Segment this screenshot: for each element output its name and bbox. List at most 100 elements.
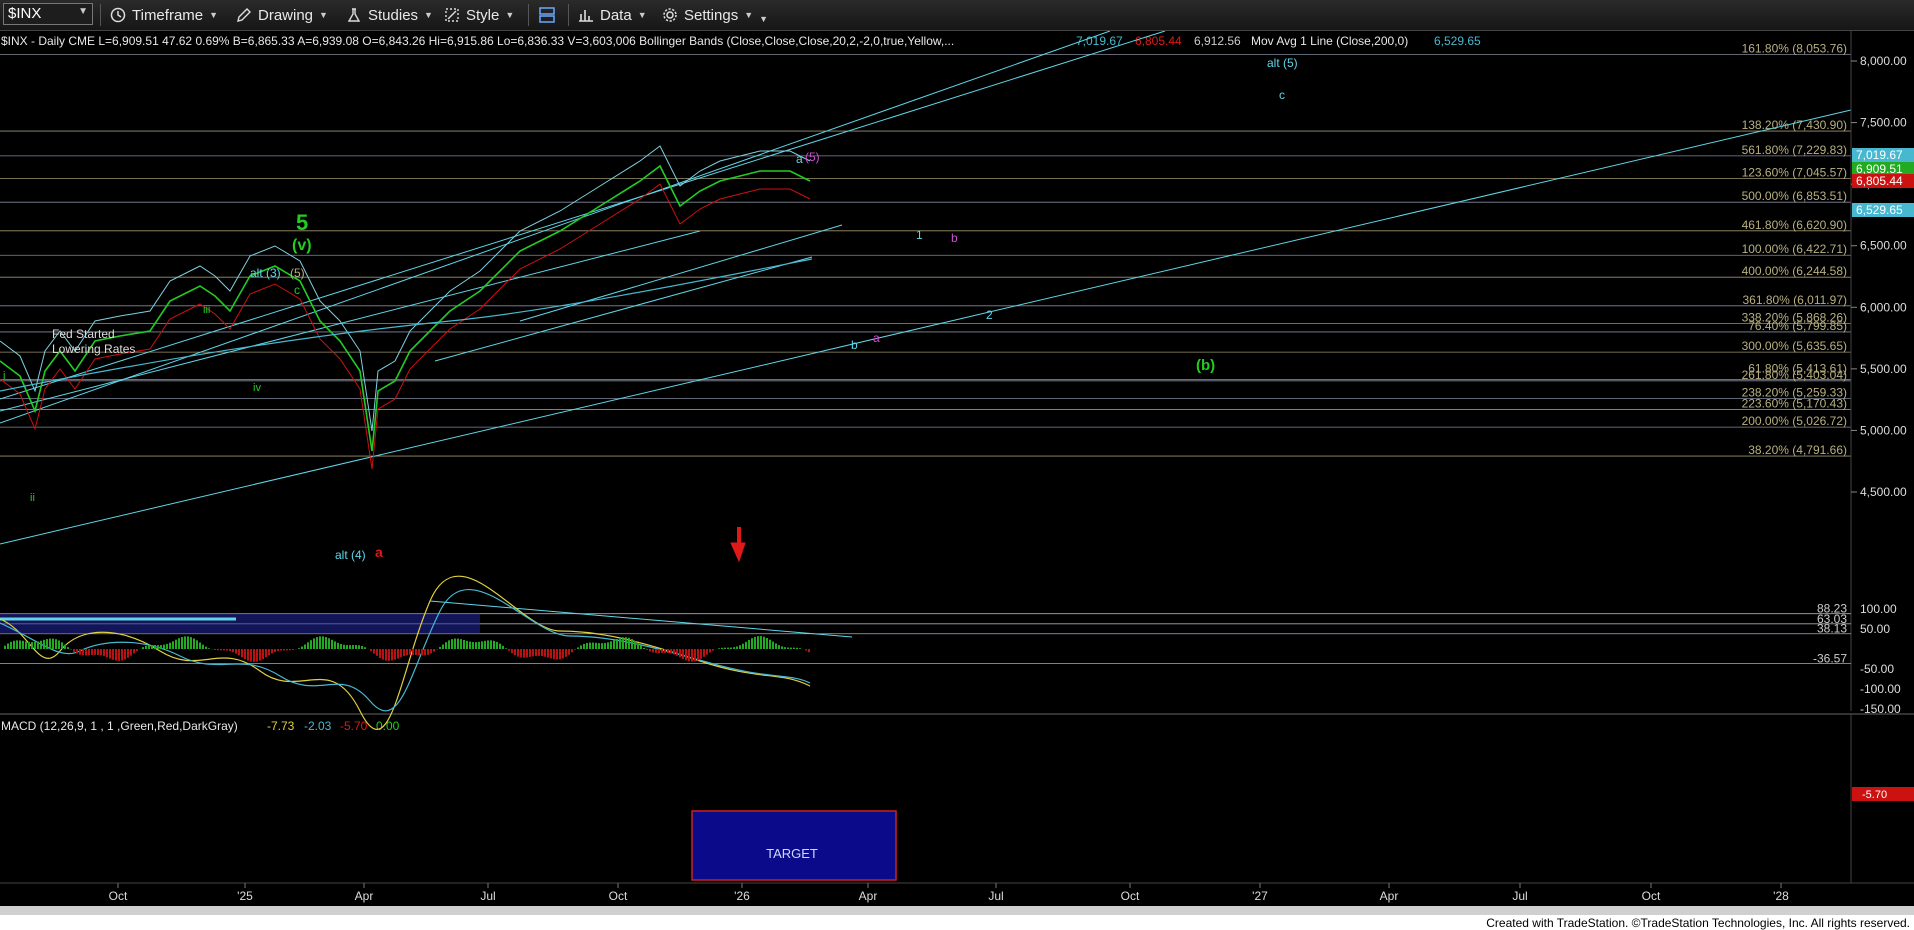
macd-histogram-bar	[724, 647, 726, 649]
macd-histogram-bar	[58, 640, 60, 649]
symbol-input[interactable]: $INX ▼	[3, 3, 93, 25]
macd-histogram-bar	[694, 649, 696, 662]
macd-histogram-bar	[151, 644, 153, 649]
macd-value: -7.73	[267, 719, 295, 733]
macd-histogram-bar	[346, 645, 348, 649]
timeframe-label: Timeframe	[132, 6, 204, 24]
fib-level: 76.40% (5,799.85)	[0, 319, 1851, 333]
moving-average-200	[0, 258, 813, 392]
fib-level: 138.20% (7,430.90)	[0, 118, 1851, 132]
macd-pane[interactable]: MACD (12,26,9, 1 , 1 ,Green,Red,DarkGray…	[0, 575, 1914, 883]
down-arrow-icon	[730, 527, 746, 563]
macd-histogram-bar	[172, 641, 174, 649]
macd-line	[0, 575, 811, 730]
macd-histogram-bar	[193, 638, 195, 649]
macd-histogram-bar	[106, 649, 108, 658]
macd-histogram-bar	[574, 649, 576, 650]
macd-histogram-bar	[535, 649, 537, 656]
macd-histogram-bar	[283, 649, 285, 651]
macd-trend-line	[429, 600, 853, 638]
settings-menu[interactable]: Settings ▼ ▼	[662, 5, 768, 25]
chart-area[interactable]: $INX - Daily CME L=6,909.51 47.62 0.69% …	[0, 31, 1914, 906]
macd-histogram-bar	[541, 649, 543, 657]
fib-level: 38.20% (4,791.66)	[0, 443, 1851, 457]
macd-histogram-bar	[70, 649, 72, 650]
macd-histogram-bar	[310, 640, 312, 649]
wave-label: (b)	[1196, 357, 1215, 374]
style-menu[interactable]: Style ▼	[444, 5, 514, 25]
svg-text:38.13: 38.13	[1817, 622, 1847, 636]
macd-histogram-bar	[595, 642, 597, 649]
macd-histogram-bar	[682, 649, 684, 659]
macd-histogram-bar	[349, 645, 351, 649]
svg-text:6,529.65: 6,529.65	[1856, 203, 1903, 217]
macd-histogram-bar	[655, 649, 657, 653]
time-axis-label: Jul	[988, 889, 1003, 903]
caret-down-icon: ▼	[319, 10, 328, 20]
fib-level-label: 400.00% (6,244.58)	[1742, 264, 1847, 278]
chevron-down-icon[interactable]: ▼	[78, 6, 88, 17]
macd-histogram-bar	[454, 638, 456, 649]
time-axis-label: Oct	[1642, 889, 1661, 903]
macd-histogram-bar	[163, 644, 165, 649]
fib-level-label: 76.40% (5,799.85)	[1748, 319, 1847, 333]
price-axis-label: 4,500.00	[1860, 485, 1907, 499]
macd-histogram-bar	[484, 640, 486, 649]
layout-icon	[539, 7, 555, 23]
macd-histogram-bar	[619, 637, 621, 649]
horizontal-scrollbar[interactable]	[0, 906, 1914, 915]
macd-histogram-bar	[301, 646, 303, 649]
macd-histogram-bar	[544, 649, 546, 657]
macd-histogram-bar	[445, 642, 447, 649]
macd-histogram-bar	[16, 640, 18, 649]
macd-histogram-bar	[634, 640, 636, 649]
macd-histogram-bar	[496, 641, 498, 649]
studies-menu[interactable]: Studies ▼	[346, 5, 433, 25]
wave-label: a	[796, 152, 803, 166]
macd-histogram-bar	[361, 645, 363, 649]
macd-histogram-bar	[478, 641, 480, 649]
macd-histogram-bar	[364, 647, 366, 649]
macd-histogram-bar	[73, 649, 75, 652]
status-bar: Created with TradeStation. ©TradeStation…	[0, 906, 1914, 930]
wave-label: b	[851, 338, 858, 352]
layout-button[interactable]	[538, 5, 556, 25]
bb-mid-value: 6,912.56	[1194, 34, 1241, 48]
data-menu[interactable]: Data ▼	[578, 5, 647, 25]
fib-level: 461.80% (6,620.90)	[0, 218, 1851, 232]
trend-line	[519, 224, 843, 322]
macd-histogram-bar	[637, 643, 639, 649]
macd-histogram-bar	[808, 649, 810, 653]
fib-level-label: 61.80% (5,413.61)	[1748, 361, 1847, 375]
macd-histogram-bar	[67, 647, 69, 649]
copyright-text: Created with TradeStation. ©TradeStation…	[1486, 916, 1910, 930]
trend-line	[0, 31, 1166, 400]
macd-histogram-bar	[397, 649, 399, 659]
macd-histogram-bar	[733, 647, 735, 649]
macd-histogram-bar	[667, 649, 669, 654]
macd-histogram-bar	[751, 638, 753, 649]
macd-histogram-bar	[238, 649, 240, 656]
wave-label: a	[873, 331, 880, 345]
macd-histogram-bar	[97, 649, 99, 655]
macd-histogram-bar	[112, 649, 114, 660]
macd-histogram-bar	[430, 649, 432, 654]
macd-histogram-bar	[64, 644, 66, 649]
macd-histogram-bar	[280, 649, 282, 651]
bb-lower-value: 6,805.44	[1135, 34, 1182, 48]
macd-histogram-bar	[298, 648, 300, 649]
price-axis-label: 6,500.00	[1860, 239, 1907, 253]
macd-histogram-bar	[508, 649, 510, 651]
macd-histogram-bar	[748, 639, 750, 649]
macd-histogram-bar	[94, 649, 96, 655]
macd-histogram-bar	[232, 649, 234, 653]
price-pane[interactable]: $INX - Daily CME L=6,909.51 47.62 0.69% …	[0, 31, 1914, 711]
drawing-menu[interactable]: Drawing ▼	[236, 5, 328, 25]
macd-histogram-bar	[784, 647, 786, 649]
macd-histogram-bar	[502, 645, 504, 649]
time-axis-label: Apr	[1380, 889, 1399, 903]
wave-label: Fed Started	[52, 327, 115, 341]
macd-axis-label: 50.00	[1860, 622, 1890, 636]
timeframe-menu[interactable]: Timeframe ▼	[110, 5, 218, 25]
